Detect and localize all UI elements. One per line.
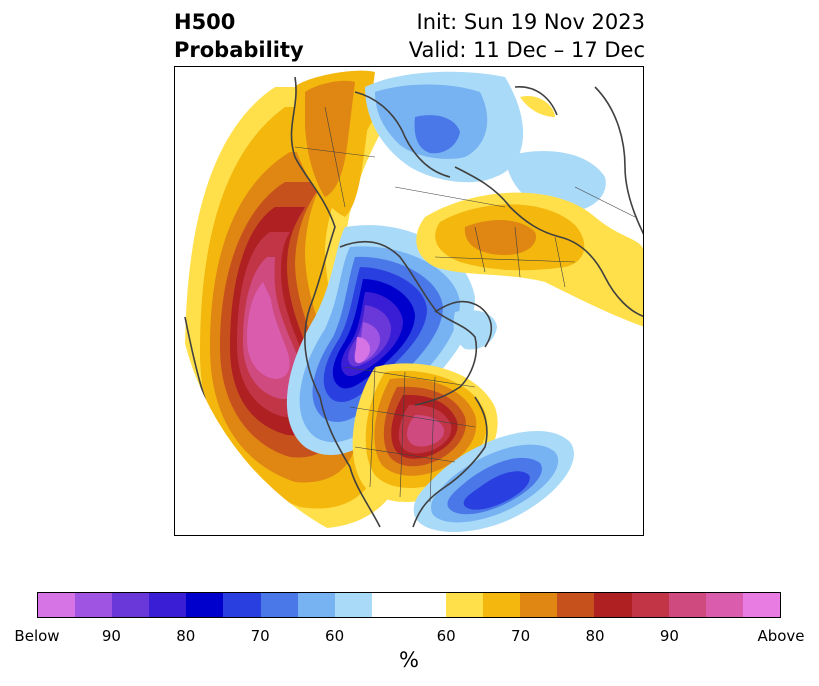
colorbar-segment [668,593,706,617]
colorbar-tick-label: 70 [511,627,531,645]
arctic-cold [365,71,606,350]
colorbar-tick-label: Above [757,627,805,645]
colorbar-segment [75,593,113,617]
colorbar-segment [483,593,521,617]
colorbar-segment [446,593,484,617]
valid-range: Valid: 11 Dec – 17 Dec [408,38,645,62]
title-variable: H500 [174,10,236,34]
date-block: Init: Sun 19 Nov 2023 Valid: 11 Dec – 17… [409,8,645,64]
colorbar-tick-label: 60 [436,627,456,645]
colorbar-segment [371,593,447,617]
colorbar-segment [631,593,669,617]
colorbar-segment [557,593,595,617]
atlantic-trough [413,430,574,532]
colorbar-tick-label: Below [14,627,60,645]
colorbar-tick-label: 70 [250,627,270,645]
colorbar-segment [149,593,187,617]
colorbar-segment [260,593,298,617]
colorbar-tick-label: 60 [325,627,345,645]
colorbar-segment [520,593,558,617]
map-panel [174,66,644,536]
colorbar-tick-label: 80 [176,627,196,645]
colorbar-segment [334,593,372,617]
coastlines [184,76,643,528]
probability-field [184,70,643,532]
eurasia-warm [416,96,643,327]
borders [294,106,636,503]
probability-map [184,70,643,532]
colorbar-tick-label: 90 [659,627,679,645]
western-canada-ridge [295,70,375,217]
colorbar-segment [223,593,261,617]
colorbar-segment [297,593,335,617]
western-trough [286,225,475,456]
colorbar-ticks: Below 90 80 70 60 60 70 80 90 Above [14,627,804,647]
title-block: H500 Probability [174,8,304,64]
colorbar [37,592,781,618]
init-date: Init: Sun 19 Nov 2023 [416,10,645,34]
colorbar-segment [705,593,743,617]
colorbar-tick-label: 90 [101,627,121,645]
colorbar-segment [594,593,632,617]
colorbar-segment [112,593,150,617]
colorbar-segment [38,593,76,617]
title-type: Probability [174,38,304,62]
colorbar-unit: % [399,648,419,672]
colorbar-tick-label: 80 [585,627,605,645]
colorbar-segment [742,593,780,617]
colorbar-segment [186,593,224,617]
